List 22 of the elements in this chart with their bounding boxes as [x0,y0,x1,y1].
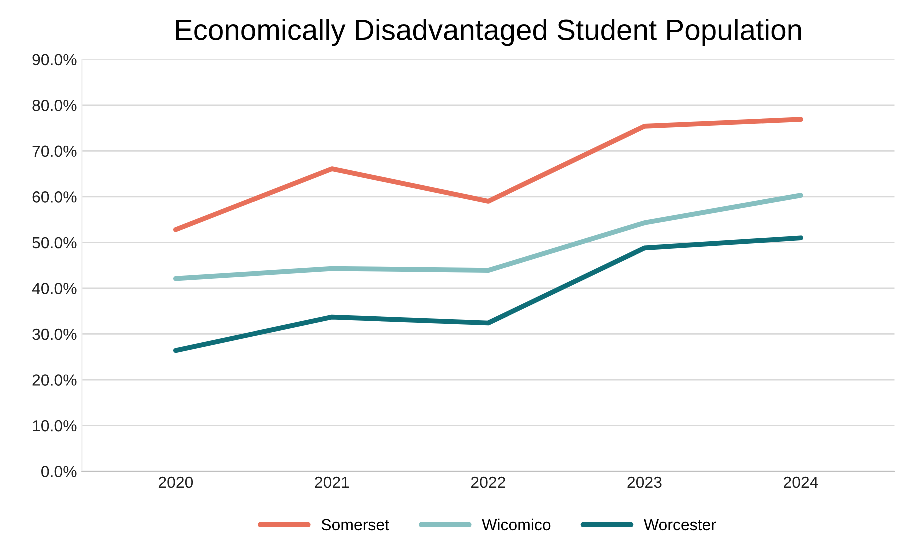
legend-label: Somerset [322,519,390,531]
y-tick-label: 0.0% [42,466,77,478]
line-series [174,236,804,354]
line-series [174,193,804,282]
y-tick-label: 50.0% [32,237,77,249]
y-tick-label: 40.0% [32,283,77,294]
y-tick-label: 90.0% [32,54,77,66]
x-tick-label: 2024 [784,476,818,488]
y-tick-label: 30.0% [32,328,77,340]
legend-label: Wicomico [482,518,551,531]
y-tick-label: 80.0% [32,100,77,112]
y-tick-label: 10.0% [33,420,77,432]
x-tick-label: 2022 [471,476,506,488]
chart-title: Economically Disadvantaged Student Population [176,19,802,46]
y-tick-label: 70.0% [32,146,77,158]
x-tick-label: 2021 [315,476,350,488]
legend-label: Worcester [644,519,716,531]
line-series [174,117,804,232]
x-tick-label: 2023 [628,476,662,488]
x-tick-label: 2020 [158,476,194,488]
y-tick-label: 60.0% [32,192,77,203]
y-tick-label: 20.0% [32,374,77,386]
